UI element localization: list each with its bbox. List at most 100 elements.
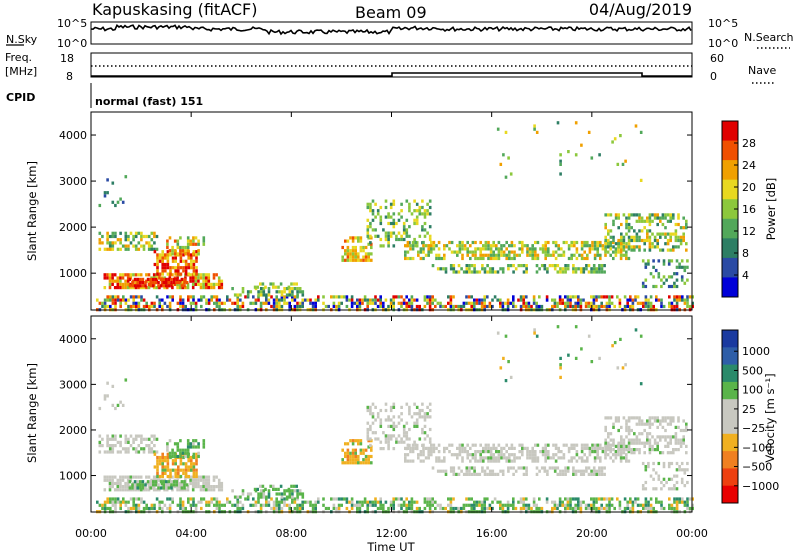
power-cell [608,304,611,309]
power-cell [152,273,156,277]
power-cell [657,298,661,302]
velocity-cell [664,438,667,442]
velocity-cell [520,466,523,470]
velocity-cell [534,453,537,457]
power-cell [654,268,658,273]
power-cell [267,298,271,302]
velocity-cell [119,400,122,404]
power-cell [359,239,363,243]
velocity-cell [501,472,505,476]
power-cell [473,298,476,302]
power-cell [634,295,637,299]
power-cell [588,247,592,251]
power-cell [356,298,359,302]
velocity-cell [514,506,518,511]
power-cell [218,298,221,302]
velocity-cell [521,450,524,454]
power-cell [418,212,422,216]
power-cell [566,267,570,271]
velocity-cell [652,487,655,491]
power-cell [267,301,271,305]
power-cell [651,245,654,249]
power-cell [633,229,636,233]
power-cell [674,238,678,243]
power-cell [119,276,122,280]
velocity-cell [129,497,133,501]
velocity-cell [246,495,250,499]
velocity-cell [652,477,655,481]
velocity-cell [278,492,281,496]
velocity-cell [587,334,591,338]
power-cell [598,270,601,274]
power-cell [415,298,419,302]
velocity-cell [374,503,377,507]
power-cell [534,240,537,245]
power-cell [194,282,198,286]
power-cell [428,295,432,299]
power-cell [620,235,623,239]
power-cell [293,295,297,299]
power-cell [623,295,627,299]
power-cell [544,250,547,254]
power-cell [534,256,537,261]
velocity-cell [389,434,393,438]
velocity-cell [452,497,455,501]
velocity-cell [374,437,377,441]
power-cell [354,252,357,256]
velocity-cell [487,443,490,447]
power-cell [366,234,370,238]
power-cell [134,273,138,277]
velocity-cell [346,448,350,452]
power-cell [513,244,516,248]
velocity-cell [552,443,555,447]
velocity-cell [186,445,190,449]
power-cell [202,295,206,299]
power-cell [599,256,602,261]
velocity-cell [194,485,198,489]
velocity-cell [195,452,198,456]
power-cell [631,301,635,305]
power-cell [392,298,395,302]
velocity-cell [424,446,428,450]
velocity-cell [512,500,515,504]
power-cell [473,301,476,305]
power-cell [528,250,532,254]
power-cell [667,284,671,289]
power-cell [101,241,104,245]
velocity-cell [559,356,562,360]
velocity-cell [421,427,424,432]
velocity-cell [415,424,419,428]
velocity-cell [267,503,271,507]
velocity-cell [189,481,192,486]
velocity-cell [430,453,433,457]
velocity-cell [635,435,639,439]
power-cell [506,301,510,305]
power-cell [128,277,132,281]
power-cell [607,229,610,233]
power-cell [366,202,370,206]
power-cell [590,156,594,160]
velocity-cell [106,450,109,454]
velocity-cell [135,506,138,511]
power-cell [538,295,541,299]
power-cell [471,253,475,257]
velocity-cell [212,485,216,489]
velocity-cell [194,503,198,507]
power-cell [335,295,338,299]
power-cell [362,258,365,262]
velocity-cell [370,454,373,459]
velocity-cell [567,450,571,454]
power-cell [596,253,599,257]
velocity-cell [265,497,268,501]
power-cell [685,248,688,252]
power-cell [241,290,245,294]
power-cell [471,250,475,254]
power-cell [119,301,122,305]
velocity-cell [675,474,679,478]
velocity-cell [686,503,689,507]
velocity-cell [659,422,662,426]
velocity-cell [686,506,689,511]
velocity-cell [226,500,229,504]
power-cell [633,213,636,217]
velocity-cell [241,506,245,511]
